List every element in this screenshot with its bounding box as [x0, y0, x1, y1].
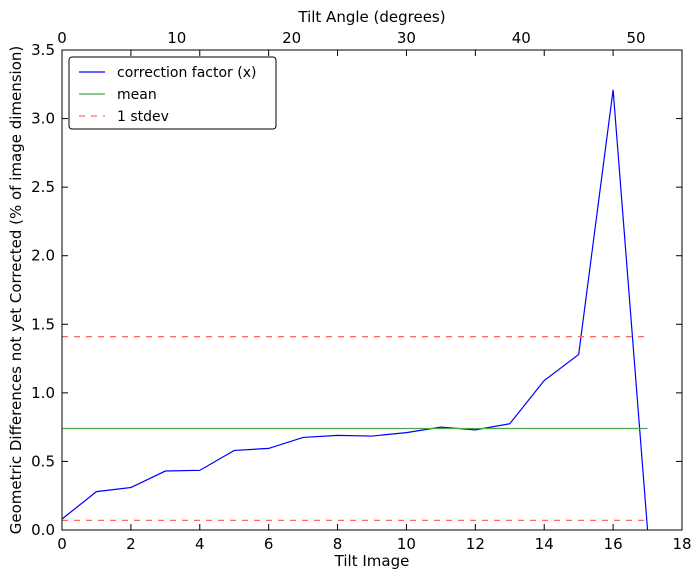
legend-box	[68, 56, 277, 130]
x-tick-label: 12	[466, 535, 485, 553]
legend-label-stdev: 1 stdev	[117, 109, 169, 125]
x-tick-label: 6	[264, 535, 274, 553]
plot-lines	[61, 89, 649, 531]
y-tick-label: 3.5	[31, 41, 55, 59]
top-axis-title: Tilt Angle (degrees)	[297, 8, 445, 26]
legend: correction factor (x) mean 1 stdev	[68, 56, 277, 130]
top-tick-label: 0	[57, 29, 67, 47]
legend-label-correction-factor: correction factor (x)	[117, 65, 256, 81]
x-axis-ticks: 0 2 4 6 8 10 12 14 16 18	[57, 50, 692, 553]
top-tick-label: 10	[167, 29, 186, 47]
plot-frame	[61, 49, 683, 531]
top-axis-ticks: 0 10 20 30 40 50	[57, 29, 645, 47]
x-axis-title: Tilt Image	[334, 552, 410, 570]
top-tick-label: 40	[512, 29, 531, 47]
x-tick-label: 14	[535, 535, 554, 553]
y-tick-label: 2.5	[31, 178, 55, 196]
x-tick-label: 4	[195, 535, 205, 553]
top-tick-label: 50	[627, 29, 646, 47]
y-tick-label: 2.0	[31, 247, 55, 265]
series-line-0	[61, 89, 649, 531]
x-tick-label: 18	[672, 535, 691, 553]
y-tick-label: 3.0	[31, 110, 55, 128]
x-tick-label: 0	[57, 535, 67, 553]
x-tick-label: 8	[333, 535, 343, 553]
y-tick-label: 0.5	[31, 452, 55, 470]
x-tick-label: 16	[604, 535, 623, 553]
y-tick-label: 0.0	[31, 521, 55, 539]
top-tick-label: 20	[282, 29, 301, 47]
x-tick-label: 10	[397, 535, 416, 553]
top-tick-label: 30	[397, 29, 416, 47]
y-tick-label: 1.0	[31, 384, 55, 402]
y-tick-label: 1.5	[31, 315, 55, 333]
y-axis-title: Geometric Differences not yet Corrected …	[7, 46, 25, 535]
x-tick-label: 2	[126, 535, 136, 553]
legend-label-mean: mean	[117, 87, 157, 103]
y-axis-ticks: 0.0 0.5 1.0 1.5 2.0 2.5 3.0 3.5	[31, 41, 682, 539]
